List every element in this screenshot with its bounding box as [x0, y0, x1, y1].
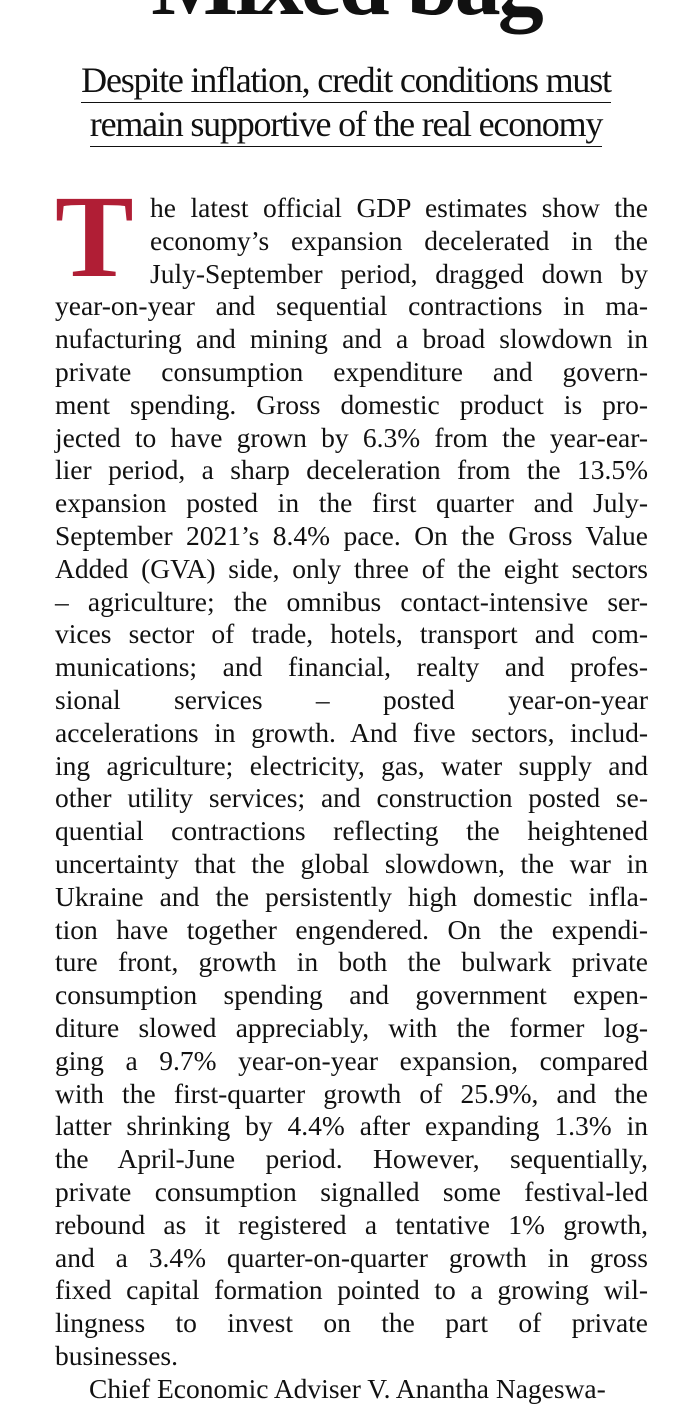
article-body: he latest official GDP estimates show th…: [55, 192, 648, 1405]
body-line: Added (GVA) side, only three of the eigh…: [55, 552, 648, 584]
body-line: fixed capital formation pointed to a gro…: [55, 1274, 648, 1306]
body-line: nufacturing and mining and a broad slowd…: [55, 323, 648, 355]
body-line: with the first-quarter growth of 25.9%, …: [55, 1077, 648, 1109]
body-line: ging a 9.7% year-on-year expansion, comp…: [55, 1044, 648, 1076]
body-line: Chief Economic Adviser V. Anantha Nagesw…: [89, 1372, 606, 1404]
body-line: economy’s expansion decelerated in the: [150, 224, 648, 256]
body-line: rebound as it registered a tentative 1% …: [55, 1208, 648, 1240]
body-line: the April-June period. However, sequenti…: [55, 1143, 648, 1175]
body-line: sional services – posted year-on-year: [55, 683, 648, 715]
drop-cap: T: [55, 171, 134, 302]
body-line: July-September period, dragged down by: [150, 257, 648, 289]
body-line: consumption spending and government expe…: [55, 979, 648, 1011]
body-line: private consumption signalled some festi…: [55, 1175, 648, 1207]
headline: Mixed bag: [0, 0, 692, 29]
body-line: munications; and financial, realty and p…: [55, 651, 648, 683]
body-line: ing agriculture; electricity, gas, water…: [55, 749, 648, 781]
body-line: jected to have grown by 6.3% from the ye…: [55, 421, 648, 453]
body-line: Ukraine and the persistently high domest…: [55, 880, 648, 912]
body-line: tion have together engendered. On the ex…: [55, 913, 648, 945]
body-line: vices sector of trade, hotels, transport…: [55, 618, 648, 650]
body-line: and a 3.4% quarter-on-quarter growth in …: [55, 1241, 648, 1273]
body-line: year-on-year and sequential contractions…: [55, 290, 648, 322]
body-line: September 2021’s 8.4% pace. On the Gross…: [55, 519, 648, 551]
body-line: expansion posted in the first quarter an…: [55, 487, 648, 519]
body-line: uncertainty that the global slowdown, th…: [55, 847, 648, 879]
subheadline-line-2: remain supportive of the real economy: [0, 104, 692, 147]
body-line: latter shrinking by 4.4% after expanding…: [55, 1110, 648, 1142]
subheadline-line-1: Despite inflation, credit conditions mus…: [0, 60, 692, 103]
body-line: diture slowed appreciably, with the form…: [55, 1011, 648, 1043]
body-line: ment spending. Gross domestic product is…: [55, 388, 648, 420]
body-line: private consumption expenditure and gove…: [55, 355, 648, 387]
body-line: other utility services; and construction…: [55, 782, 648, 814]
body-line: businesses.: [55, 1339, 178, 1371]
body-line: lier period, a sharp deceleration from t…: [55, 454, 648, 486]
body-line: he latest official GDP estimates show th…: [150, 192, 648, 223]
body-line: ture front, growth in both the bulwark p…: [55, 946, 648, 978]
body-line: – agriculture; the omnibus contact-inten…: [55, 585, 648, 617]
body-line: lingness to invest on the part of privat…: [55, 1307, 648, 1339]
body-line: quential contractions reflecting the hei…: [55, 815, 648, 847]
body-line: accelerations in growth. And five sector…: [55, 716, 648, 748]
